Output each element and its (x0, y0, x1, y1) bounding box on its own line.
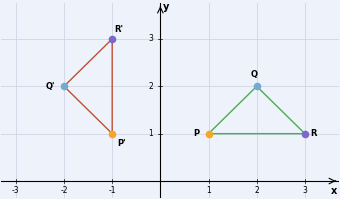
Text: 1: 1 (206, 186, 211, 195)
Text: x: x (331, 185, 337, 195)
Text: 3: 3 (148, 34, 153, 43)
Point (109, 37, 115, 41)
Point (109, 132, 115, 135)
Point (61, 85, 67, 88)
Text: R': R' (115, 25, 124, 34)
Text: 2: 2 (148, 82, 153, 91)
Text: 2: 2 (254, 186, 259, 195)
Text: 1: 1 (148, 129, 153, 138)
Text: Q': Q' (46, 82, 55, 91)
Point (302, 132, 308, 135)
Text: R: R (311, 129, 317, 138)
Text: -2: -2 (60, 186, 68, 195)
Point (254, 85, 259, 88)
Text: -3: -3 (12, 186, 20, 195)
Text: y: y (163, 2, 169, 12)
Text: 3: 3 (303, 186, 307, 195)
Text: -1: -1 (108, 186, 116, 195)
Point (206, 132, 211, 135)
Text: Q: Q (251, 70, 258, 79)
Text: P': P' (117, 139, 126, 148)
Text: P: P (194, 129, 200, 138)
